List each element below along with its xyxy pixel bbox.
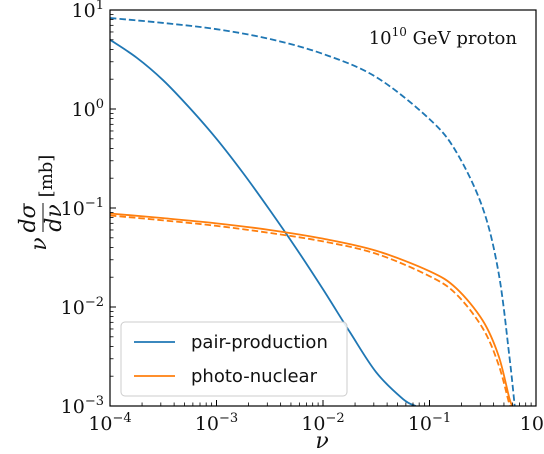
x-tick-label: 10−3 <box>195 411 238 435</box>
y-tick-label-exponent: −2 <box>85 295 104 310</box>
series-pair-production-solid-line <box>110 39 417 406</box>
plot-frame <box>109 9 537 407</box>
x-tick-label: 10−2 <box>301 411 344 435</box>
annotation-rest: GeV proton <box>407 28 518 49</box>
legend-label-pair-production: pair-production <box>191 332 328 353</box>
x-tick-label-base: 10 <box>88 413 112 435</box>
x-tick-label-exponent: −2 <box>326 411 345 426</box>
y-tick-label-exponent: −3 <box>85 394 104 409</box>
y-tick-label: 101 <box>72 0 104 22</box>
y-tick-label-base: 10 <box>61 396 85 418</box>
x-tick-label-exponent: −4 <box>113 411 132 426</box>
y-tick-label-base: 10 <box>72 99 96 121</box>
y-axis-label-unit: [mb] <box>36 155 57 198</box>
series-photo-nuclear-dashed-line <box>110 214 513 406</box>
y-axis-label-prefix: ν <box>27 237 52 250</box>
y-tick-label-base: 10 <box>61 297 85 319</box>
y-axis-label-numerator: dσ <box>16 202 41 232</box>
annotation-label: 1010 GeV proton <box>369 25 518 49</box>
x-tick-label: 10−1 <box>408 411 451 435</box>
legend: pair-production photo-nuclear <box>120 321 348 397</box>
annotation-exponent: 10 <box>392 25 407 39</box>
y-tick-label-exponent: 0 <box>96 97 104 112</box>
y-tick-label-base: 10 <box>72 0 96 22</box>
y-tick-label-base: 10 <box>61 198 85 220</box>
y-tick-label-exponent: −1 <box>85 196 104 211</box>
x-axis-label: ν <box>315 429 328 454</box>
y-axis-label: ν dσ dν [mb] <box>16 155 67 251</box>
y-tick-label: 10−1 <box>61 196 104 220</box>
legend-box <box>120 321 348 397</box>
y-tick-label-exponent: 1 <box>96 0 104 13</box>
y-tick-label: 10−3 <box>61 394 104 418</box>
x-tick-label-base: 10 <box>301 413 325 435</box>
x-tick-label: 100 <box>520 411 544 435</box>
x-tick-label-exponent: −3 <box>219 411 238 426</box>
x-tick-label-base: 10 <box>408 413 432 435</box>
x-tick-label-base: 10 <box>520 413 544 435</box>
y-axis-label-denominator: dν <box>42 204 67 231</box>
series-layer <box>110 17 516 406</box>
x-tick-label-base: 10 <box>195 413 219 435</box>
x-tick-label-exponent: −1 <box>432 411 451 426</box>
series-photo-nuclear-solid-line <box>110 212 514 406</box>
legend-label-photo-nuclear: photo-nuclear <box>191 366 318 387</box>
x-tick-label: 10−4 <box>88 411 131 435</box>
series-pair-production-dashed-line <box>110 17 516 406</box>
y-tick-label: 100 <box>72 97 104 121</box>
y-tick-label: 10−2 <box>61 295 104 319</box>
